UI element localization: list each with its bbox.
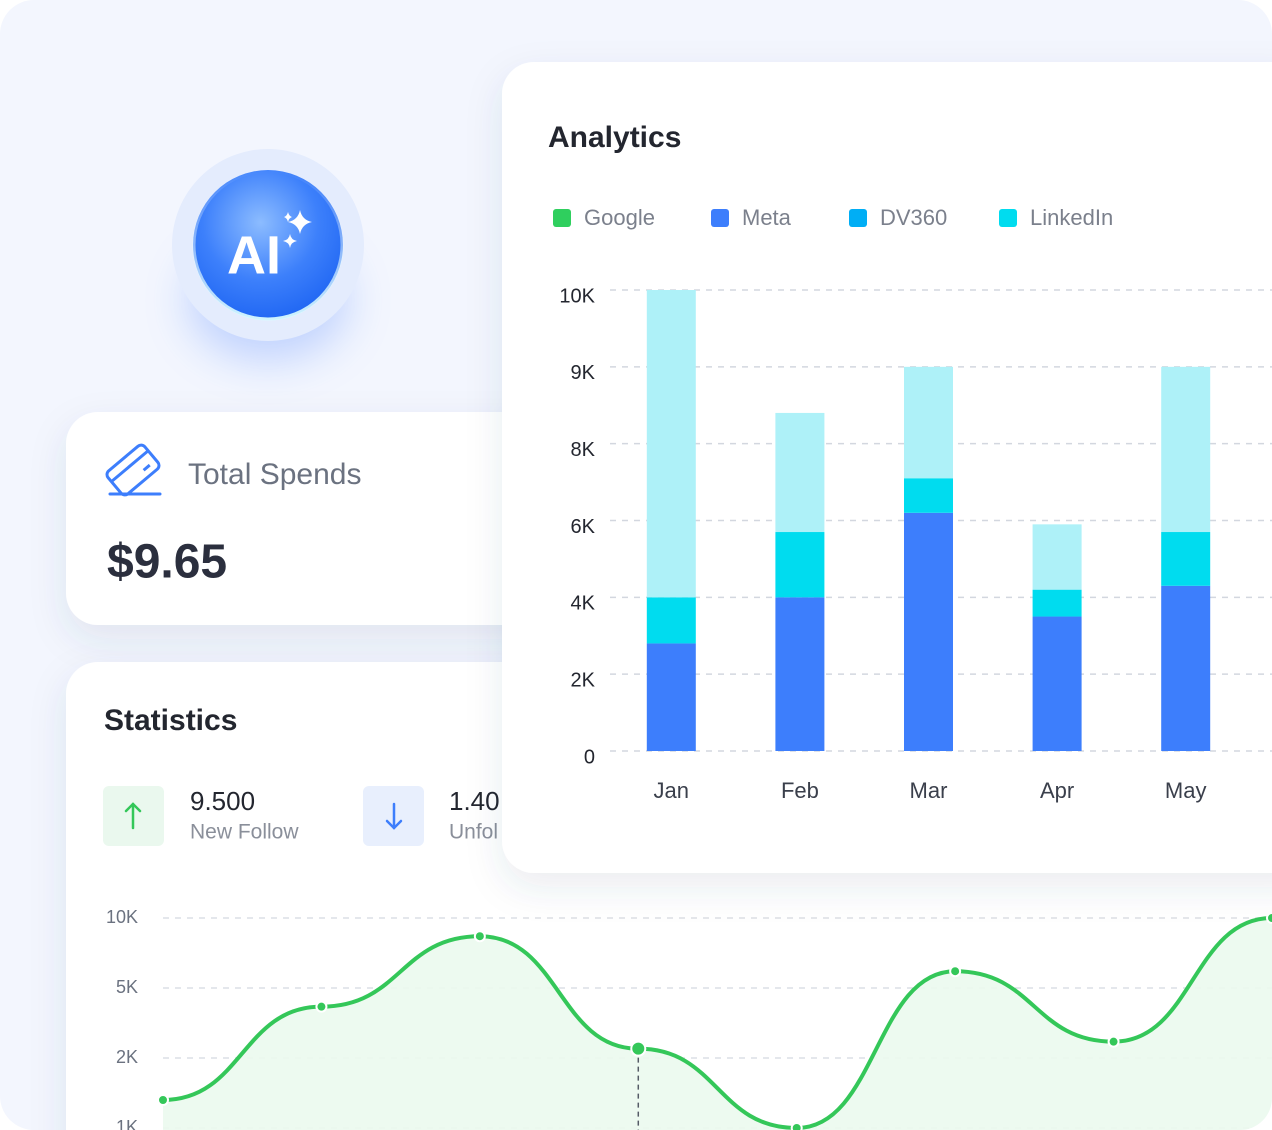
- spend-card: Total Spends $9.65: [66, 412, 586, 625]
- x-tick-label: Jan: [654, 778, 689, 803]
- bar-segment: [1032, 616, 1082, 751]
- point: [1266, 912, 1272, 924]
- legend-swatch: [553, 209, 571, 227]
- sparkle: [283, 234, 297, 248]
- arrow-down: [385, 802, 403, 830]
- badge-text: AI: [227, 225, 281, 285]
- bar-segment: [1032, 589, 1082, 617]
- bar-segment: [775, 532, 825, 598]
- legend-label: Meta: [742, 205, 792, 230]
- stat-value: 9.500: [190, 786, 255, 816]
- y-tick-label: 10K: [106, 907, 138, 927]
- sparkle: [288, 210, 312, 234]
- x-tick-label: Mar: [910, 778, 948, 803]
- card: [66, 412, 586, 625]
- y-tick-label: 6K: [571, 516, 596, 538]
- line-chart: 1K 2K 5K 10K: [106, 907, 1272, 1130]
- stat-value: 1.40: [449, 786, 500, 816]
- bar-segment: [1161, 366, 1211, 533]
- bar-segment: [1032, 524, 1082, 590]
- y-tick-label: 2K: [571, 669, 596, 691]
- bar-segment: [646, 643, 696, 751]
- bar-segment: [1161, 532, 1211, 586]
- bar-segment: [646, 290, 696, 598]
- bar-segment: [904, 366, 953, 479]
- bar-segment: [775, 412, 825, 533]
- y-tick-label: 0: [584, 746, 595, 768]
- point: [473, 930, 486, 943]
- chart-title: Analytics: [548, 121, 681, 154]
- area-fill: [163, 918, 1272, 1130]
- orb: [193, 170, 343, 320]
- y-tick-label: 8K: [571, 439, 596, 461]
- ai-badge: AI: [172, 149, 364, 360]
- point: [790, 1122, 803, 1130]
- point: [315, 1000, 328, 1013]
- card-icon: [105, 443, 161, 497]
- bar-segment: [775, 597, 825, 751]
- stat-label: Unfol: [449, 821, 498, 844]
- y-tick-label: 4K: [571, 593, 596, 615]
- point: [157, 1094, 169, 1106]
- legend-swatch: [999, 209, 1017, 227]
- bar-segment: [904, 478, 953, 513]
- y-tick-label: 1K: [116, 1117, 138, 1130]
- x-tick-label: Feb: [781, 778, 819, 803]
- x-tick-label: May: [1165, 778, 1207, 803]
- legend-label: DV360: [880, 205, 947, 230]
- highlight-point: [630, 1040, 647, 1057]
- point: [1107, 1035, 1120, 1048]
- x-tick-label: Apr: [1040, 778, 1074, 803]
- bar-segment: [904, 512, 953, 751]
- y-tick-label: 5K: [116, 977, 138, 997]
- stat-label: New Follow: [190, 821, 299, 844]
- spend-amount: $9.65: [107, 536, 227, 589]
- bar-segment: [1161, 585, 1211, 751]
- arrow-up: [124, 802, 142, 830]
- orb-rim: [192, 169, 344, 321]
- legend-label: LinkedIn: [1030, 205, 1113, 230]
- line: [162, 916, 1272, 1130]
- y-tick-label: 2K: [116, 1047, 138, 1067]
- point: [949, 965, 962, 978]
- card-title: Statistics: [104, 704, 237, 737]
- card-title: Total Spends: [188, 458, 361, 491]
- legend-swatch: [849, 209, 867, 227]
- legend-label: Google: [584, 205, 655, 230]
- y-tick-label: 9K: [571, 362, 596, 384]
- y-tick-label: 10K: [559, 285, 595, 307]
- bar-segment: [646, 597, 696, 644]
- sparkle: [284, 212, 292, 222]
- analytics-card: Analytics Google Meta DV360 LinkedIn 0 2K 4K 6K…: [502, 62, 1272, 873]
- legend-swatch: [711, 209, 729, 227]
